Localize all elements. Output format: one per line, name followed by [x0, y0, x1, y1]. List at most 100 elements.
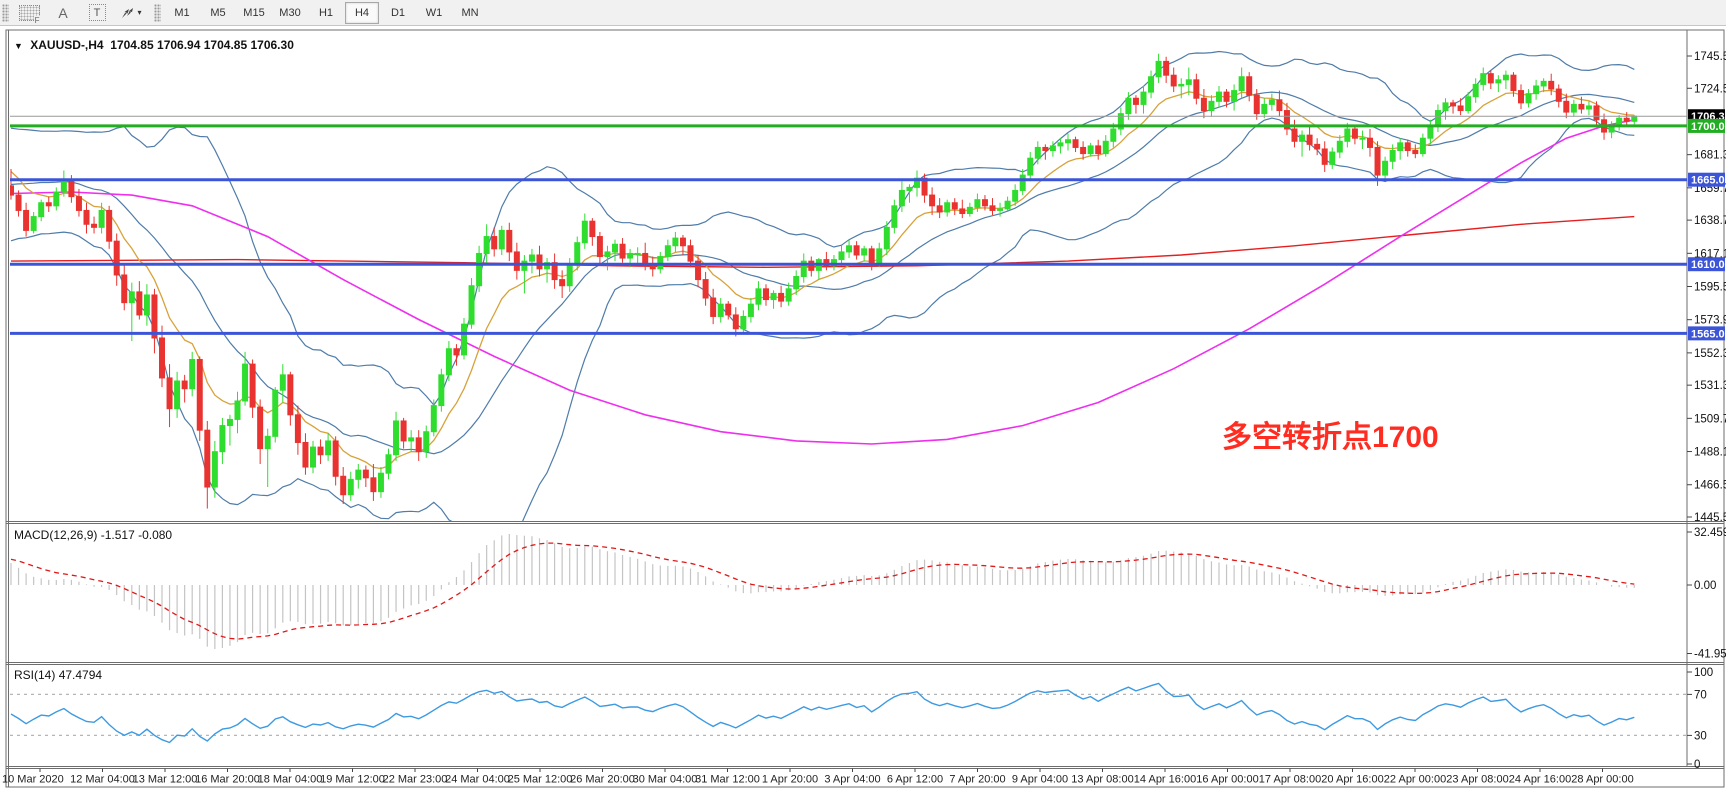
- toolbar: F A T ▾ M1 M5 M15 M30 H1 H4 D1 W1 MN: [0, 0, 1726, 26]
- timeframe-button-D1[interactable]: D1: [390, 6, 406, 19]
- svg-text:16 Apr 00:00: 16 Apr 00:00: [1196, 774, 1258, 786]
- svg-text:14 Apr 16:00: 14 Apr 16:00: [1134, 774, 1196, 786]
- svg-text:30 Mar 04:00: 30 Mar 04:00: [633, 774, 698, 786]
- rsi-indicator-label: RSI(14) 47.4794: [14, 668, 103, 682]
- timeframe-button-M30[interactable]: M30: [279, 6, 301, 19]
- price-tag-1565.00: 1565.00: [1688, 326, 1726, 341]
- svg-text:25 Mar 12:00: 25 Mar 12:00: [508, 774, 573, 786]
- svg-text:70: 70: [1694, 689, 1707, 701]
- symbol-name: XAUUSD-,H4: [30, 38, 104, 52]
- arrows-icon: [122, 7, 134, 18]
- svg-text:1509.70: 1509.70: [1694, 413, 1726, 425]
- timeframe-button-M1[interactable]: M1: [174, 6, 190, 19]
- magenta-ma-line: [10, 119, 1635, 445]
- svg-text:1445.50: 1445.50: [1694, 512, 1726, 524]
- svg-text:1565.00: 1565.00: [1691, 328, 1726, 340]
- text-box-icon: T: [88, 4, 106, 21]
- svg-text:6 Apr 12:00: 6 Apr 12:00: [887, 774, 943, 786]
- rsi-line: [10, 682, 1635, 744]
- svg-text:23 Apr 08:00: 23 Apr 08:00: [1446, 774, 1508, 786]
- candlestick-series: [10, 53, 1638, 509]
- svg-text:1665.00: 1665.00: [1691, 175, 1726, 187]
- level-lines: 1706.301700.001665.001610.001565.00: [10, 109, 1726, 341]
- price-tag-1700.00: 1700.00: [1688, 118, 1726, 133]
- svg-text:0.00: 0.00: [1694, 580, 1716, 592]
- svg-text:22 Apr 00:00: 22 Apr 00:00: [1384, 774, 1446, 786]
- svg-text:100: 100: [1694, 667, 1713, 679]
- ohlc-open: 1704.85: [110, 38, 154, 52]
- svg-text:0: 0: [1694, 759, 1700, 771]
- svg-text:1681.30: 1681.30: [1694, 150, 1726, 162]
- svg-text:24 Apr 16:00: 24 Apr 16:00: [1509, 774, 1571, 786]
- svg-text:13 Apr 08:00: 13 Apr 08:00: [1071, 774, 1133, 786]
- bollinger-lower-band: [10, 117, 1635, 521]
- svg-text:1700.00: 1700.00: [1691, 121, 1726, 133]
- timeframe-button-M5[interactable]: M5: [210, 6, 226, 19]
- gold-ema-line: [10, 89, 1635, 470]
- svg-text:16 Mar 20:00: 16 Mar 20:00: [195, 774, 260, 786]
- svg-text:1595.50: 1595.50: [1694, 282, 1726, 294]
- svg-text:28 Apr 00:00: 28 Apr 00:00: [1571, 774, 1633, 786]
- svg-text:31 Mar 12:00: 31 Mar 12:00: [695, 774, 760, 786]
- svg-text:18 Mar 04:00: 18 Mar 04:00: [258, 774, 323, 786]
- timeframe-button-W1[interactable]: W1: [425, 6, 443, 19]
- collapse-triangle-icon[interactable]: ▼: [14, 41, 23, 51]
- svg-text:1724.50: 1724.50: [1694, 83, 1726, 95]
- svg-text:7 Apr 20:00: 7 Apr 20:00: [949, 774, 1005, 786]
- macd-values: -1.517 -0.080: [100, 528, 173, 542]
- bollinger-upper-band: [10, 50, 1635, 406]
- svg-text:1531.30: 1531.30: [1694, 380, 1726, 392]
- svg-text:13 Mar 12:00: 13 Mar 12:00: [133, 774, 198, 786]
- svg-text:1552.30: 1552.30: [1694, 348, 1726, 360]
- text-label-icon: A: [58, 4, 68, 21]
- svg-text:32.459: 32.459: [1694, 527, 1726, 539]
- templates-grid-icon: F: [18, 4, 41, 25]
- price-tag-1610.00: 1610.00: [1688, 257, 1726, 272]
- svg-text:12 Mar 04:00: 12 Mar 04:00: [70, 774, 135, 786]
- svg-text:24 Mar 04:00: 24 Mar 04:00: [445, 774, 510, 786]
- timeframe-button-MN[interactable]: MN: [461, 6, 479, 19]
- chart-annotation-text[interactable]: 多空转折点1700: [1222, 421, 1439, 454]
- svg-text:1 Apr 20:00: 1 Apr 20:00: [762, 774, 818, 786]
- svg-text:1466.50: 1466.50: [1694, 480, 1726, 492]
- svg-text:1488.10: 1488.10: [1694, 447, 1726, 459]
- timeframe-drag-handle[interactable]: [154, 3, 161, 22]
- svg-text:9 Apr 04:00: 9 Apr 04:00: [1012, 774, 1068, 786]
- toolbar-drag-handle[interactable]: [2, 3, 9, 22]
- svg-text:1610.00: 1610.00: [1691, 259, 1726, 271]
- svg-text:-41.95: -41.95: [1694, 649, 1726, 661]
- chart-window[interactable]: 1745.501724.501681.301659.701638.701617.…: [0, 26, 1726, 789]
- main-price-panel[interactable]: [10, 50, 1635, 562]
- svg-text:20 Apr 16:00: 20 Apr 16:00: [1321, 774, 1383, 786]
- bollinger-middle-band: [10, 91, 1635, 455]
- svg-text:1638.70: 1638.70: [1694, 215, 1726, 227]
- timeframe-button-H4[interactable]: H4: [345, 1, 379, 24]
- symbol-ohlc-line: ▼ XAUUSD-,H4 1704.85 1706.94 1704.85 170…: [14, 38, 294, 52]
- macd-panel[interactable]: [10, 534, 1635, 650]
- text-label-button[interactable]: A: [47, 2, 79, 24]
- svg-text:1617.10: 1617.10: [1694, 248, 1726, 260]
- svg-text:19 Mar 12:00: 19 Mar 12:00: [320, 774, 385, 786]
- chart-canvas[interactable]: 1745.501724.501681.301659.701638.701617.…: [0, 26, 1726, 789]
- text-box-button[interactable]: T: [81, 2, 113, 24]
- svg-text:22 Mar 23:00: 22 Mar 23:00: [383, 774, 448, 786]
- price-tag-1665.00: 1665.00: [1688, 172, 1726, 187]
- templates-grid-button[interactable]: F: [13, 2, 45, 25]
- indicator-axes[interactable]: 32.459 0.00 -41.95 100 70 30 0: [1687, 527, 1726, 771]
- timeframe-button-M15[interactable]: M15: [243, 6, 265, 19]
- timeframe-button-H1[interactable]: H1: [318, 6, 334, 19]
- svg-text:1745.50: 1745.50: [1694, 51, 1726, 63]
- chevron-down-icon: ▾: [137, 8, 142, 17]
- panel-borders: [5, 29, 1725, 788]
- svg-text:1573.90: 1573.90: [1694, 315, 1726, 327]
- macd-indicator-label: MACD(12,26,9) -1.517 -0.080: [14, 528, 173, 542]
- macd-signal-line: [10, 542, 1635, 640]
- svg-text:30: 30: [1694, 730, 1707, 742]
- arrows-button[interactable]: ▾: [115, 2, 147, 24]
- svg-text:10 Mar 2020: 10 Mar 2020: [2, 774, 64, 786]
- ohlc-close: 1706.30: [250, 38, 294, 52]
- rsi-panel[interactable]: [10, 682, 1687, 744]
- svg-text:17 Apr 08:00: 17 Apr 08:00: [1259, 774, 1321, 786]
- svg-text:26 Mar 20:00: 26 Mar 20:00: [570, 774, 635, 786]
